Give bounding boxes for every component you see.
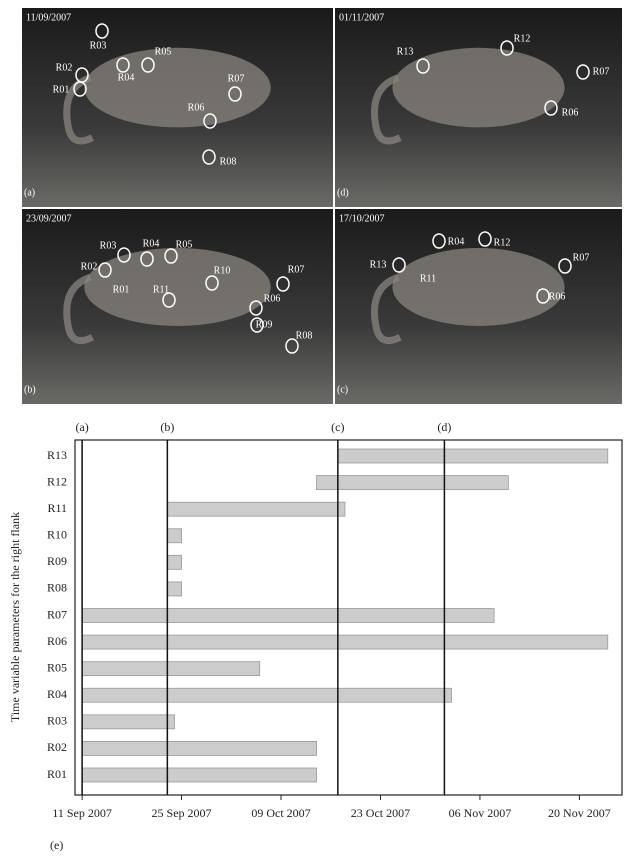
x-tick-label: 11 Sep 2007	[52, 806, 112, 820]
y-tick-label: R06	[47, 634, 67, 648]
y-tick-label: R13	[47, 448, 67, 462]
chart: Time variable parameters for the right f…	[8, 420, 622, 852]
range-bar	[82, 635, 608, 649]
y-tick-label: R10	[47, 528, 67, 542]
y-tick-label: R03	[47, 714, 67, 728]
photo-label: (b)	[24, 384, 36, 395]
region-label: R04	[143, 238, 160, 249]
marker-label: (a)	[75, 420, 88, 434]
range-bar	[167, 555, 181, 569]
region-label: R12	[514, 33, 531, 44]
panel-label: (e)	[50, 838, 63, 852]
region-label: R02	[56, 62, 73, 73]
y-tick-label: R08	[47, 581, 67, 595]
y-tick-label: R09	[47, 554, 67, 568]
region-label: R05	[155, 46, 172, 57]
photo-date: 23/09/2007	[26, 213, 72, 224]
region-label: R06	[549, 291, 566, 302]
x-tick-label: 09 Oct 2007	[251, 806, 310, 820]
region-label: R07	[593, 66, 610, 77]
y-tick-label: R11	[47, 501, 67, 515]
region-label: R07	[288, 264, 305, 275]
range-bar	[82, 768, 316, 782]
y-tick-label: R07	[47, 607, 67, 621]
range-bar	[82, 715, 174, 729]
photo-label: (d)	[337, 187, 349, 198]
region-label: R04	[118, 72, 135, 83]
animal-body	[84, 48, 271, 128]
animal-body	[392, 248, 564, 326]
region-label: R13	[370, 259, 387, 270]
region-label: R06	[188, 102, 205, 113]
marker-label: (d)	[437, 420, 451, 434]
x-tick-label: 06 Nov 2007	[449, 806, 512, 820]
range-bar	[167, 502, 345, 516]
marker-label: (b)	[160, 420, 174, 434]
region-label: R07	[228, 73, 245, 84]
range-bar	[317, 476, 509, 490]
range-bar	[338, 449, 608, 463]
y-tick-label: R05	[47, 660, 67, 674]
region-label: R06	[264, 293, 281, 304]
y-axis-label: Time variable parameters for the right f…	[8, 512, 22, 722]
range-bar	[82, 741, 316, 755]
region-label: R02	[81, 261, 98, 272]
region-label: R06	[562, 107, 579, 118]
region-label: R05	[176, 239, 193, 250]
photo-date: 17/10/2007	[339, 213, 385, 224]
region-label: R03	[90, 40, 107, 51]
y-tick-label: R02	[47, 740, 67, 754]
region-label: R03	[100, 240, 117, 251]
photo-date: 01/11/2007	[339, 12, 384, 23]
region-label: R12	[494, 237, 511, 248]
y-tick-label: R04	[47, 687, 67, 701]
range-bar	[82, 662, 260, 676]
range-bar	[167, 582, 181, 596]
region-label: R13	[397, 46, 414, 57]
figure: 11/09/2007(a)R03R02R01R04R05R07R06R0801/…	[0, 0, 644, 863]
photo-date: 11/09/2007	[26, 12, 71, 23]
region-label: R10	[214, 265, 231, 276]
region-label: R11	[420, 273, 436, 284]
x-tick-label: 20 Nov 2007	[548, 806, 611, 820]
region-label: R08	[296, 330, 313, 341]
photo-label: (c)	[337, 384, 348, 395]
animal-body	[392, 48, 564, 128]
y-tick-label: R12	[47, 474, 67, 488]
marker-label: (c)	[331, 420, 344, 434]
photo-panels: 11/09/2007(a)R03R02R01R04R05R07R06R0801/…	[22, 8, 622, 404]
photo-label: (a)	[24, 187, 35, 198]
x-tick-label: 23 Oct 2007	[351, 806, 410, 820]
region-label: R09	[256, 319, 273, 330]
y-tick-label: R01	[47, 767, 67, 781]
region-label: R04	[448, 236, 465, 247]
x-tick-label: 25 Sep 2007	[152, 806, 212, 820]
range-bar	[82, 688, 451, 702]
range-bar	[167, 529, 181, 543]
region-label: R01	[53, 84, 70, 95]
region-label: R08	[220, 156, 237, 167]
region-label: R01	[113, 284, 130, 295]
range-bar	[82, 609, 494, 623]
region-label: R07	[573, 252, 590, 263]
